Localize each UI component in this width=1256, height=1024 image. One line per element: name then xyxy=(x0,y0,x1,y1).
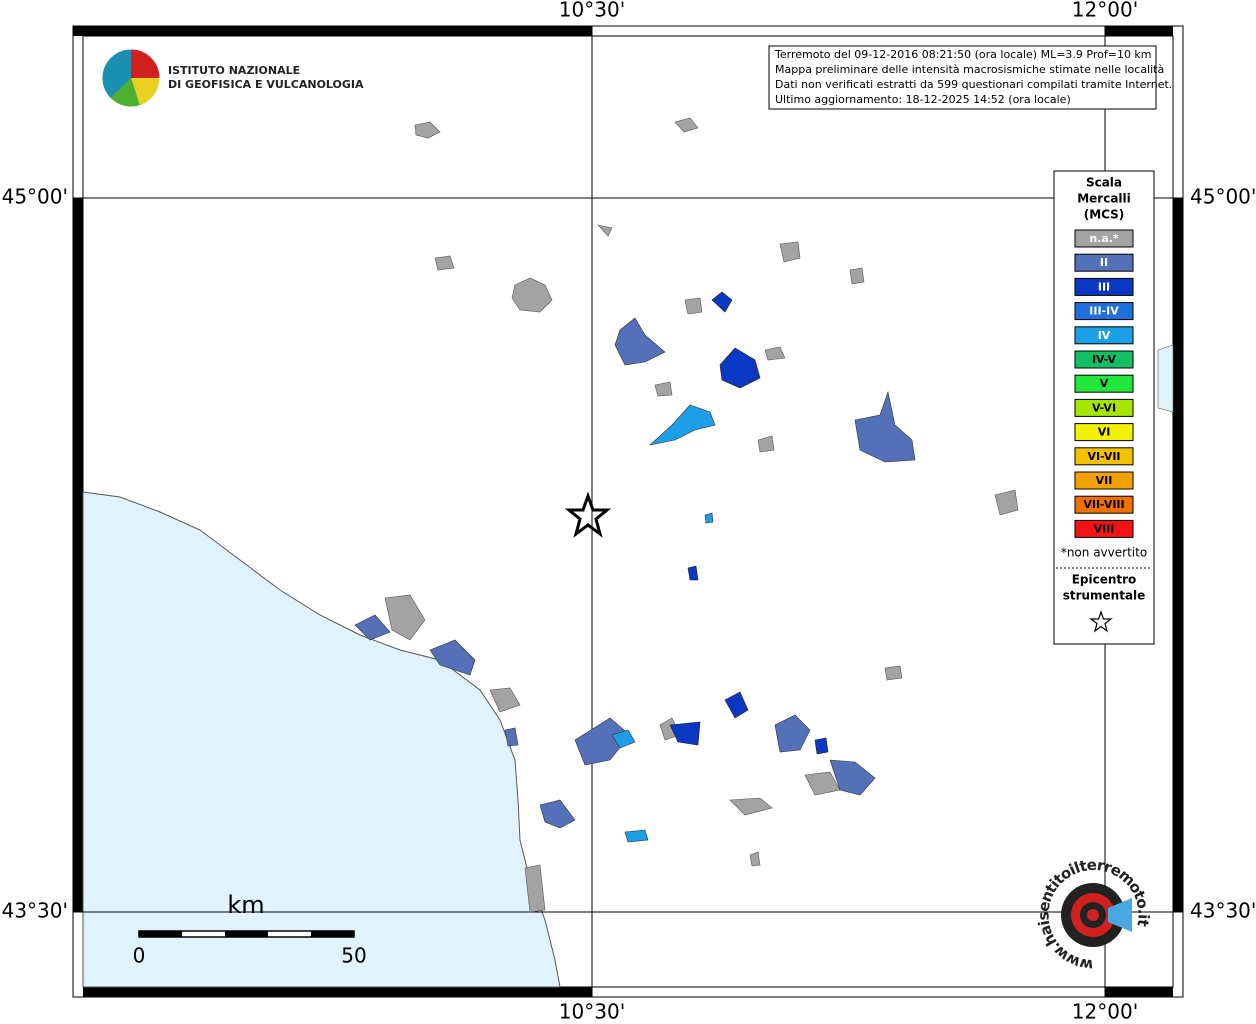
municipalities xyxy=(354,117,1019,913)
lon-label: 10°30' xyxy=(559,0,625,22)
legend-swatch xyxy=(1074,253,1134,272)
legend-label: III xyxy=(1098,280,1110,293)
info-line: Mappa preliminare delle intensità macros… xyxy=(775,63,1164,76)
lat-label: 45°00' xyxy=(1190,185,1256,209)
legend-label: VII xyxy=(1096,474,1113,487)
legend-epicenter: strumentale xyxy=(1063,589,1146,603)
legend-label: VIII xyxy=(1094,522,1115,535)
legend-swatch xyxy=(1074,495,1134,514)
lat-label: 43°30' xyxy=(2,899,68,923)
legend-label: III-IV xyxy=(1089,305,1119,318)
legend-label: V xyxy=(1100,377,1109,390)
info-line: Terremoto del 09-12-2016 08:21:50 (ora l… xyxy=(774,48,1152,61)
site-logo xyxy=(1061,883,1132,947)
legend-swatch xyxy=(1074,277,1134,296)
epicenter xyxy=(564,491,612,538)
frame-border xyxy=(73,26,1183,997)
scale-unit: km xyxy=(227,891,264,919)
legend-swatch xyxy=(1074,350,1134,369)
legend-swatch xyxy=(1074,326,1134,345)
legend-label: VI-VII xyxy=(1087,450,1120,463)
legend-title: Mercalli xyxy=(1077,192,1131,206)
sea xyxy=(82,491,561,988)
legend-label: IV-V xyxy=(1092,353,1117,366)
legend-swatch xyxy=(1074,229,1134,248)
info-lines: Terremoto del 09-12-2016 08:21:50 (ora l… xyxy=(774,48,1172,106)
legend-title: Scala xyxy=(1086,176,1122,190)
institute-name: ISTITUTO NAZIONALE xyxy=(168,64,300,77)
info-line: Ultimo aggiornamento: 18-12-2025 14:52 (… xyxy=(775,93,1071,106)
legend-epicenter: Epicentro xyxy=(1072,573,1137,587)
legend-swatch xyxy=(1074,374,1134,393)
legend-label: II xyxy=(1100,256,1108,269)
scale-label: 50 xyxy=(341,944,366,968)
legend-label: IV xyxy=(1098,329,1111,342)
lat-label: 43°30' xyxy=(1190,899,1256,923)
legend-label: VI xyxy=(1098,426,1111,439)
legend-swatch xyxy=(1074,398,1134,417)
info-box xyxy=(768,45,1157,110)
lat-label: 45°00' xyxy=(2,185,68,209)
legend-swatch xyxy=(1074,471,1134,490)
legend-label: V-VI xyxy=(1092,401,1116,414)
scale-label: 0 xyxy=(133,944,146,968)
ingv-logo xyxy=(101,48,161,108)
lon-label: 12°00' xyxy=(1072,1000,1138,1024)
legend-swatch xyxy=(1074,423,1134,442)
legend-star xyxy=(1089,610,1113,633)
legend-title: (MCS) xyxy=(1084,208,1125,222)
institute-name: DI GEOFISICA E VULCANOLOGIA xyxy=(168,78,364,91)
legend-label: VII-VIII xyxy=(1083,498,1124,511)
legend-footnote: *non avvertito xyxy=(1061,546,1147,560)
lon-label: 10°30' xyxy=(559,1000,625,1024)
legend-swatch xyxy=(1074,302,1134,321)
legend-label: n.a.* xyxy=(1089,232,1119,245)
legend-swatch xyxy=(1074,447,1134,466)
lon-label: 12°00' xyxy=(1072,0,1138,22)
legend-items: ScalaMercalli(MCS)n.a.*IIIIIIII-IVIVIV-V… xyxy=(1074,176,1134,538)
info-line: Dati non verificati estratti da 599 ques… xyxy=(775,78,1172,91)
sea xyxy=(1157,344,1174,413)
scale-bar xyxy=(138,930,355,938)
legend-swatch xyxy=(1074,519,1134,538)
